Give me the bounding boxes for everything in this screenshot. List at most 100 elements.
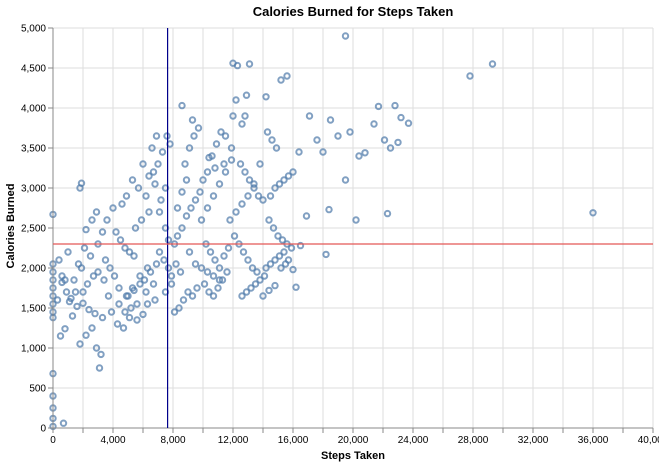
- data-point: [79, 288, 87, 296]
- data-point: [92, 344, 101, 352]
- data-point: [64, 248, 72, 256]
- data-point: [341, 176, 350, 184]
- data-point: [289, 168, 297, 176]
- data-point: [77, 179, 86, 187]
- data-point: [173, 204, 182, 212]
- x-tick-label: 16,000: [278, 435, 309, 446]
- data-point: [268, 136, 276, 144]
- data-point: [226, 216, 234, 224]
- data-point: [139, 160, 147, 168]
- data-point: [266, 260, 275, 268]
- data-point: [116, 236, 125, 244]
- data-point: [130, 252, 138, 260]
- x-tick-label: 24,000: [398, 435, 429, 446]
- data-point: [131, 224, 140, 232]
- data-point: [85, 305, 93, 314]
- x-tick-label: 32,000: [518, 435, 549, 446]
- data-point: [313, 136, 321, 144]
- data-point: [178, 188, 186, 196]
- data-point: [223, 268, 231, 276]
- data-point: [466, 72, 474, 80]
- data-point: [176, 268, 185, 276]
- x-tick-label: 40,000: [638, 435, 659, 446]
- y-tick-label: 2,500: [21, 224, 46, 235]
- data-point: [238, 120, 246, 128]
- data-point: [199, 176, 207, 184]
- data-point: [239, 248, 248, 256]
- data-point: [185, 248, 194, 256]
- data-point: [283, 72, 291, 80]
- data-point: [305, 112, 314, 120]
- data-point: [196, 188, 204, 196]
- y-tick-label: 0: [40, 424, 46, 435]
- data-point: [370, 120, 378, 128]
- data-point: [100, 276, 108, 284]
- data-point: [289, 265, 297, 274]
- data-point: [244, 192, 252, 200]
- data-point: [203, 168, 212, 176]
- data-point: [98, 228, 107, 236]
- data-point: [127, 304, 135, 312]
- data-point: [137, 216, 146, 224]
- data-point: [326, 116, 335, 124]
- data-point: [265, 216, 273, 224]
- x-tick-label: 12,000: [218, 435, 249, 446]
- data-point: [167, 280, 176, 288]
- data-point: [142, 192, 150, 200]
- data-point: [274, 232, 282, 240]
- data-point: [275, 252, 284, 260]
- data-point: [101, 256, 110, 264]
- data-point: [113, 320, 122, 328]
- data-point: [98, 313, 107, 322]
- grid-layer: [52, 27, 654, 429]
- data-point: [152, 260, 161, 268]
- data-point: [242, 288, 251, 296]
- data-point: [121, 308, 129, 316]
- data-point: [94, 268, 102, 276]
- data-point: [148, 144, 156, 152]
- x-tick-label: 8,000: [160, 435, 185, 446]
- data-point: [220, 160, 228, 168]
- data-point: [260, 272, 269, 280]
- chart-title: Calories Burned for Steps Taken: [253, 4, 454, 19]
- data-point: [193, 284, 201, 292]
- data-point: [185, 144, 194, 152]
- data-point: [110, 272, 119, 280]
- data-point: [232, 208, 240, 216]
- y-tick-label: 4,500: [21, 64, 46, 75]
- data-point: [73, 302, 81, 311]
- data-point: [136, 272, 144, 280]
- data-point: [256, 160, 264, 168]
- data-point: [181, 160, 189, 168]
- data-point: [170, 308, 179, 316]
- data-point: [59, 419, 68, 427]
- data-point: [92, 208, 101, 216]
- data-point: [107, 308, 116, 316]
- data-point: [172, 260, 180, 268]
- data-point: [325, 205, 333, 214]
- data-point: [119, 324, 128, 332]
- data-point: [55, 256, 63, 264]
- data-point: [83, 280, 92, 288]
- data-point: [122, 192, 131, 200]
- data-point: [155, 248, 164, 256]
- x-axis-title: Steps Taken: [321, 450, 385, 462]
- data-point: [404, 119, 413, 127]
- data-point: [122, 292, 131, 300]
- axes: 0 4,000 8,000 12,000 16,000 20,000 24,000 28,00…: [21, 24, 659, 447]
- data-point: [211, 164, 219, 172]
- data-point: [106, 264, 114, 272]
- data-point: [97, 350, 105, 359]
- data-point: [82, 331, 90, 339]
- y-tick-label: 3,500: [21, 144, 46, 155]
- data-point: [251, 280, 260, 288]
- data-point: [79, 299, 87, 307]
- x-tick-label: 28,000: [458, 435, 489, 446]
- data-point: [128, 176, 137, 184]
- data-point: [295, 148, 303, 156]
- data-point: [70, 276, 78, 284]
- data-point: [352, 216, 360, 224]
- data-point: [302, 212, 311, 220]
- data-point: [271, 184, 279, 192]
